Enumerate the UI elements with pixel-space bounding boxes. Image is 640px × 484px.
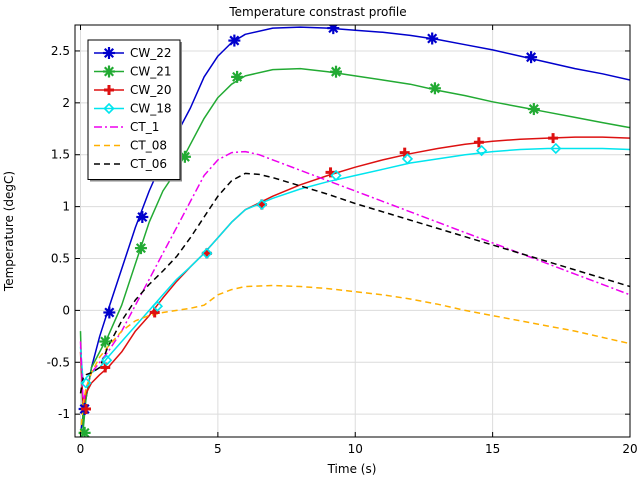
- chart-title: Temperature constrast profile: [228, 5, 406, 19]
- series-marker-cw-22: [426, 32, 438, 44]
- series-marker-cw-21: [99, 336, 111, 348]
- series-marker-cw-21: [429, 82, 441, 94]
- y-tick-label: 2.5: [51, 44, 70, 58]
- legend-label-ct-08: CT_08: [130, 139, 167, 153]
- x-axis-title: Time (s): [327, 462, 377, 476]
- series-marker-cw-22: [136, 211, 148, 223]
- legend-label-cw-22: CW_22: [130, 46, 172, 60]
- x-tick-label: 0: [77, 442, 85, 456]
- series-marker-cw-21: [528, 103, 540, 115]
- legend-label-cw-21: CW_21: [130, 65, 172, 79]
- legend-label-ct-1: CT_1: [130, 120, 159, 134]
- y-axis-title: Temperature (degC): [2, 171, 16, 292]
- x-tick-label: 15: [485, 442, 500, 456]
- series-marker-cw-21: [231, 71, 243, 83]
- legend-label-ct-06: CT_06: [130, 157, 167, 171]
- series-marker-cw-21: [135, 242, 147, 254]
- y-tick-label: 1: [62, 200, 70, 214]
- series-marker-cw-22: [228, 35, 240, 47]
- legend: CW_22 CW_21 CW_20 CW_18 CT_1 CT_08 CT_06: [88, 40, 182, 182]
- series-marker-cw-21: [330, 66, 342, 78]
- x-tick-label: 20: [622, 442, 637, 456]
- y-tick-label: 0.5: [51, 252, 70, 266]
- series-marker-cw-22: [327, 22, 339, 34]
- series-marker-cw-22: [103, 306, 115, 318]
- y-tick-label: 0: [62, 303, 70, 317]
- legend-marker-cw-21: [103, 66, 115, 78]
- y-tick-label: -1: [58, 407, 70, 421]
- series-marker-cw-22: [525, 51, 537, 63]
- y-tick-label: 2: [62, 96, 70, 110]
- legend-label-cw-18: CW_18: [130, 102, 172, 116]
- legend-label-cw-20: CW_20: [130, 83, 172, 97]
- x-tick-label: 10: [348, 442, 363, 456]
- y-tick-label: 1.5: [51, 148, 70, 162]
- legend-marker-cw-22: [103, 47, 115, 59]
- x-tick-label: 5: [214, 442, 222, 456]
- y-tick-label: -0.5: [47, 355, 70, 369]
